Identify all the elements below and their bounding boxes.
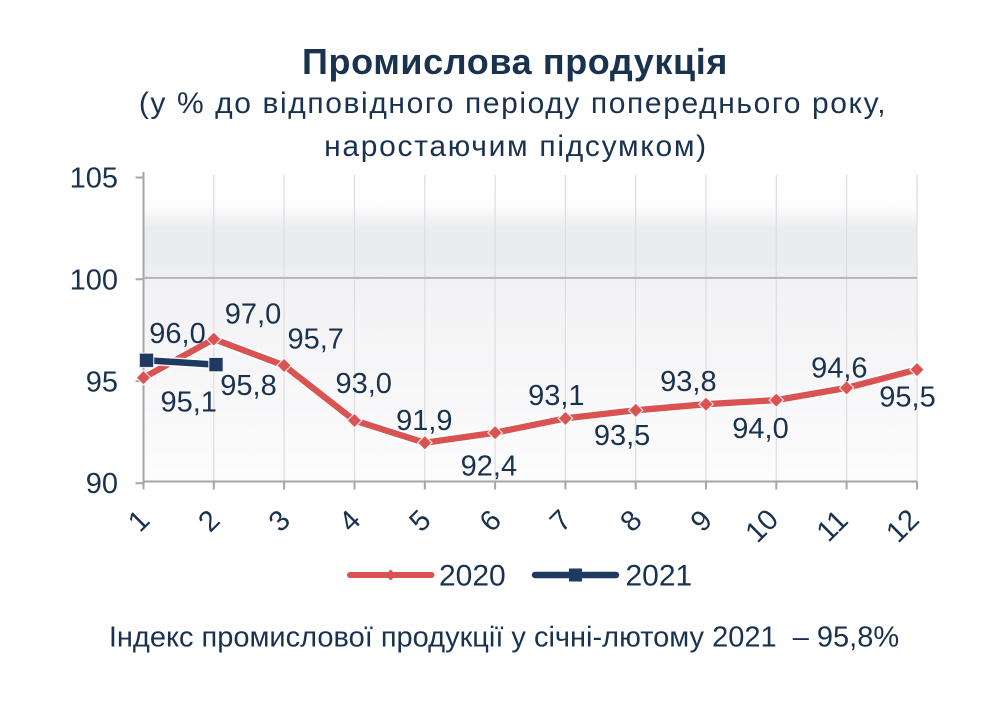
- svg-text:наростаючим підсумком): наростаючим підсумком): [324, 130, 708, 163]
- svg-text:3: 3: [263, 504, 297, 538]
- svg-text:100: 100: [70, 265, 118, 297]
- svg-text:4: 4: [333, 504, 367, 538]
- svg-text:6: 6: [474, 504, 508, 538]
- svg-text:95,8: 95,8: [220, 370, 276, 402]
- svg-text:95,5: 95,5: [879, 382, 935, 414]
- svg-text:97,0: 97,0: [225, 299, 281, 331]
- svg-text:95: 95: [86, 366, 118, 398]
- svg-text:(у % до відповідного періоду п: (у % до відповідного періоду попередньог…: [139, 87, 887, 120]
- svg-text:93,1: 93,1: [528, 380, 584, 412]
- svg-text:91,9: 91,9: [396, 405, 452, 437]
- svg-text:90: 90: [86, 468, 118, 500]
- svg-text:94,6: 94,6: [811, 353, 867, 385]
- svg-text:Промислова продукція: Промислова продукція: [302, 41, 728, 82]
- svg-text:11: 11: [811, 504, 855, 548]
- svg-text:5: 5: [403, 504, 437, 538]
- svg-text:8: 8: [614, 504, 648, 538]
- svg-text:7: 7: [544, 504, 578, 538]
- svg-text:Індекс промислової продукції у: Індекс промислової продукції у січні-лют…: [109, 622, 899, 654]
- svg-text:93,8: 93,8: [660, 366, 716, 398]
- svg-text:9: 9: [685, 504, 719, 538]
- svg-text:12: 12: [880, 504, 925, 549]
- svg-text:95,7: 95,7: [287, 324, 343, 356]
- svg-text:96,0: 96,0: [149, 318, 205, 350]
- svg-text:2021: 2021: [626, 560, 693, 593]
- svg-text:2: 2: [192, 504, 226, 538]
- svg-text:95,1: 95,1: [160, 387, 216, 419]
- svg-text:93,5: 93,5: [594, 420, 650, 452]
- svg-text:105: 105: [70, 162, 118, 194]
- svg-text:92,4: 92,4: [461, 451, 517, 483]
- svg-text:94,0: 94,0: [732, 413, 788, 445]
- svg-text:10: 10: [740, 504, 785, 549]
- svg-text:93,0: 93,0: [335, 368, 391, 400]
- svg-text:1: 1: [122, 504, 156, 538]
- svg-text:2020: 2020: [439, 560, 506, 593]
